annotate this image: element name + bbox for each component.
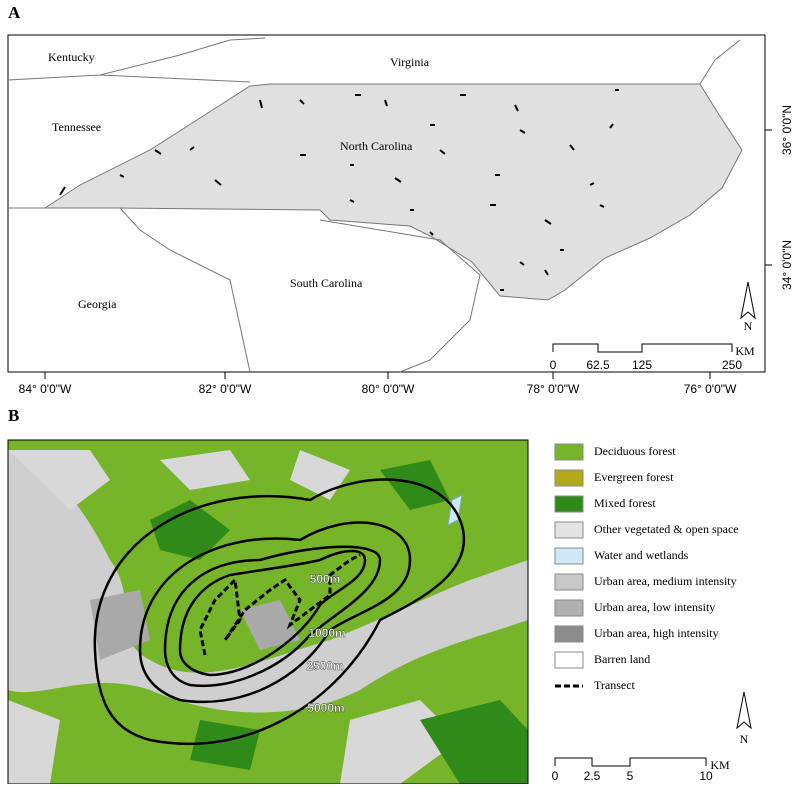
latitude-ticks [765, 129, 772, 266]
legend-label: Barren land [594, 652, 650, 666]
land-cover-map [8, 440, 528, 784]
panel-a: A Kentucky Virginia Tennessee North Carolin… [7, 3, 794, 396]
site-markers [59, 89, 619, 291]
scale-label: 10 [699, 769, 713, 783]
scale-label: 125 [632, 358, 652, 372]
north-label: N [740, 732, 749, 746]
scale-bar [554, 757, 707, 767]
buffer-label: 500m [310, 572, 341, 586]
legend-swatch [554, 573, 584, 591]
scale-label: 250 [722, 358, 742, 372]
buffer-label: 2500m [306, 659, 343, 673]
panel-b: B Deciduous forest Evergreen forest Mixed … [7, 406, 752, 785]
north-arrow [736, 691, 752, 730]
legend-swatch [554, 521, 584, 539]
longitude-label: 80° 0'0"W [362, 382, 415, 396]
scale-unit: KM [735, 344, 755, 358]
north-carolina [43, 83, 743, 301]
legend-swatch [554, 547, 584, 565]
buffer-label: 5000m [307, 701, 344, 715]
scale-label: 2.5 [584, 769, 601, 783]
legend-swatch [554, 625, 584, 643]
legend-label: Mixed forest [594, 496, 656, 510]
state-borders [7, 37, 741, 373]
buffer-label: 1000m [308, 626, 345, 640]
legend-label: Other vegetated & open space [594, 522, 739, 536]
latitude-label: 34° 0'0"N [780, 240, 794, 290]
panel-label: B [8, 406, 19, 425]
longitude-label: 84° 0'0"W [19, 382, 72, 396]
scale-bar [552, 343, 733, 353]
north-arrow [740, 281, 756, 320]
scale-label: 62.5 [586, 358, 610, 372]
legend-label: Urban area, high intensity [594, 626, 719, 640]
longitude-label: 76° 0'0"W [684, 382, 737, 396]
north-label: N [744, 319, 753, 333]
legend-label: Water and wetlands [594, 548, 689, 562]
longitude-label: 82° 0'0"W [199, 382, 252, 396]
scale-unit: KM [710, 758, 730, 772]
state-label: North Carolina [340, 139, 413, 153]
legend-label: Evergreen forest [594, 470, 674, 484]
state-label: Kentucky [48, 50, 95, 64]
state-label: Georgia [78, 297, 117, 311]
legend-swatch [554, 469, 584, 487]
legend-label: Urban area, low intensity [594, 600, 715, 614]
panel-label: A [8, 3, 21, 22]
state-label: Tennessee [52, 120, 101, 134]
scale-label: 0 [552, 769, 559, 783]
longitude-label: 78° 0'0"W [527, 382, 580, 396]
legend-label: Transect [594, 678, 636, 692]
scale-label: 5 [627, 769, 634, 783]
transect [198, 553, 361, 656]
state-label: Virginia [390, 55, 430, 69]
legend-swatch [554, 495, 584, 513]
legend-swatch [554, 599, 584, 617]
legend-label: Deciduous forest [594, 444, 676, 458]
scale-label: 0 [550, 358, 557, 372]
legend-swatch [554, 443, 584, 461]
latitude-label: 36° 0'0"N [780, 105, 794, 155]
legend-label: Urban area, medium intensity [594, 574, 737, 588]
legend-swatch [554, 651, 584, 669]
state-label: South Carolina [290, 276, 363, 290]
